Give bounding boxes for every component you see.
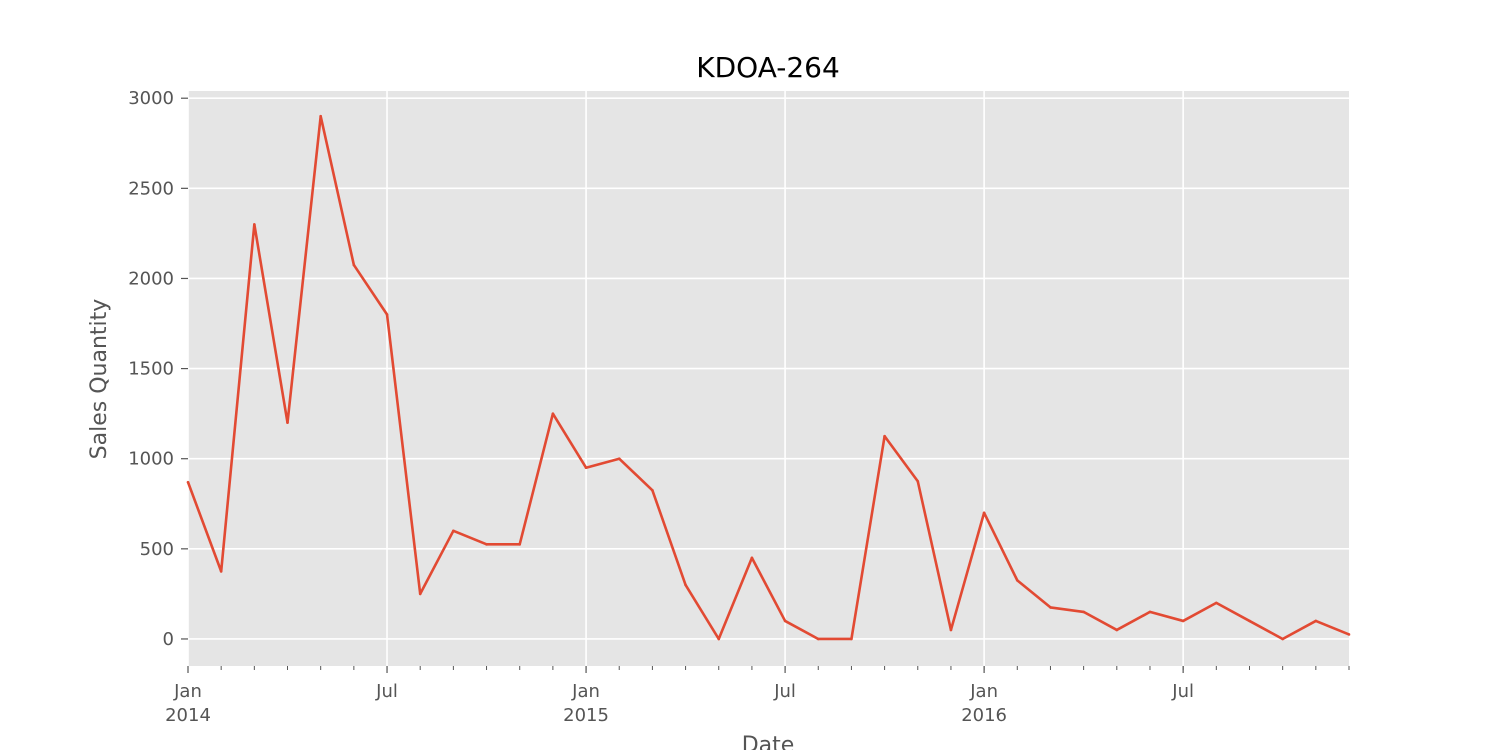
y-tick-label: 500 (140, 539, 174, 560)
data-point (783, 619, 787, 623)
data-point (1281, 637, 1284, 641)
data-point (816, 637, 820, 641)
grid-lines (187, 91, 1349, 666)
x-tick-year-label: 2015 (563, 705, 609, 726)
data-point (982, 511, 986, 515)
data-point (1181, 619, 1185, 623)
x-axis-label: Date (742, 733, 795, 750)
x-tick-year-label: 2016 (961, 705, 1007, 726)
y-tick-label: 1000 (128, 449, 174, 470)
data-point (883, 434, 886, 438)
data-point (1148, 610, 1152, 614)
data-point (617, 457, 621, 461)
data-point (850, 637, 853, 641)
data-point (750, 556, 754, 560)
data-point (651, 488, 654, 492)
x-tick-label: Jul (375, 681, 398, 702)
data-point (1049, 606, 1052, 609)
data-point (518, 543, 522, 546)
data-point (253, 223, 256, 226)
data-point (286, 421, 289, 424)
data-point (1215, 601, 1218, 605)
y-tick-label: 1500 (128, 359, 174, 380)
data-point (319, 114, 322, 118)
data-point (584, 466, 588, 470)
y-tick-label: 3000 (128, 88, 174, 109)
data-point (452, 529, 455, 533)
x-tick-label: Jul (1171, 681, 1194, 702)
chart-title: KDOA-264 (696, 51, 840, 84)
data-point (1314, 619, 1318, 623)
data-point (717, 637, 721, 641)
x-tick-label: Jul (773, 681, 796, 702)
data-point (1347, 633, 1351, 636)
y-axis-label: Sales Quantity (87, 299, 112, 460)
data-point (1248, 619, 1251, 623)
series-group (186, 114, 1351, 641)
data-point (949, 628, 953, 632)
y-tick-label: 2500 (128, 178, 174, 199)
data-point (385, 313, 389, 316)
data-point (219, 570, 223, 573)
data-point (485, 543, 488, 546)
y-axis: 0 500 1000 1500 2000 2500 3000 (128, 88, 188, 650)
x-tick-year-label: 2014 (165, 705, 211, 726)
y-tick-label: 2000 (128, 268, 174, 289)
data-point (352, 263, 356, 267)
series-line (186, 114, 1350, 641)
x-tick-label: Jan (969, 681, 998, 702)
data-point (684, 583, 687, 587)
data-point (418, 592, 422, 596)
data-point (186, 480, 190, 484)
data-point (1015, 579, 1019, 582)
data-point (1115, 628, 1119, 632)
y-tick-label: 0 (163, 629, 174, 650)
data-point (551, 412, 555, 415)
plot-area (188, 91, 1349, 666)
data-point (916, 479, 920, 483)
x-tick-label: Jan (173, 681, 202, 702)
x-tick-label: Jan (571, 681, 600, 702)
x-axis: Jan 2014 Jul Jan 2015 Jul Jan 2016 Jul (165, 666, 1350, 726)
data-point (1082, 610, 1085, 614)
